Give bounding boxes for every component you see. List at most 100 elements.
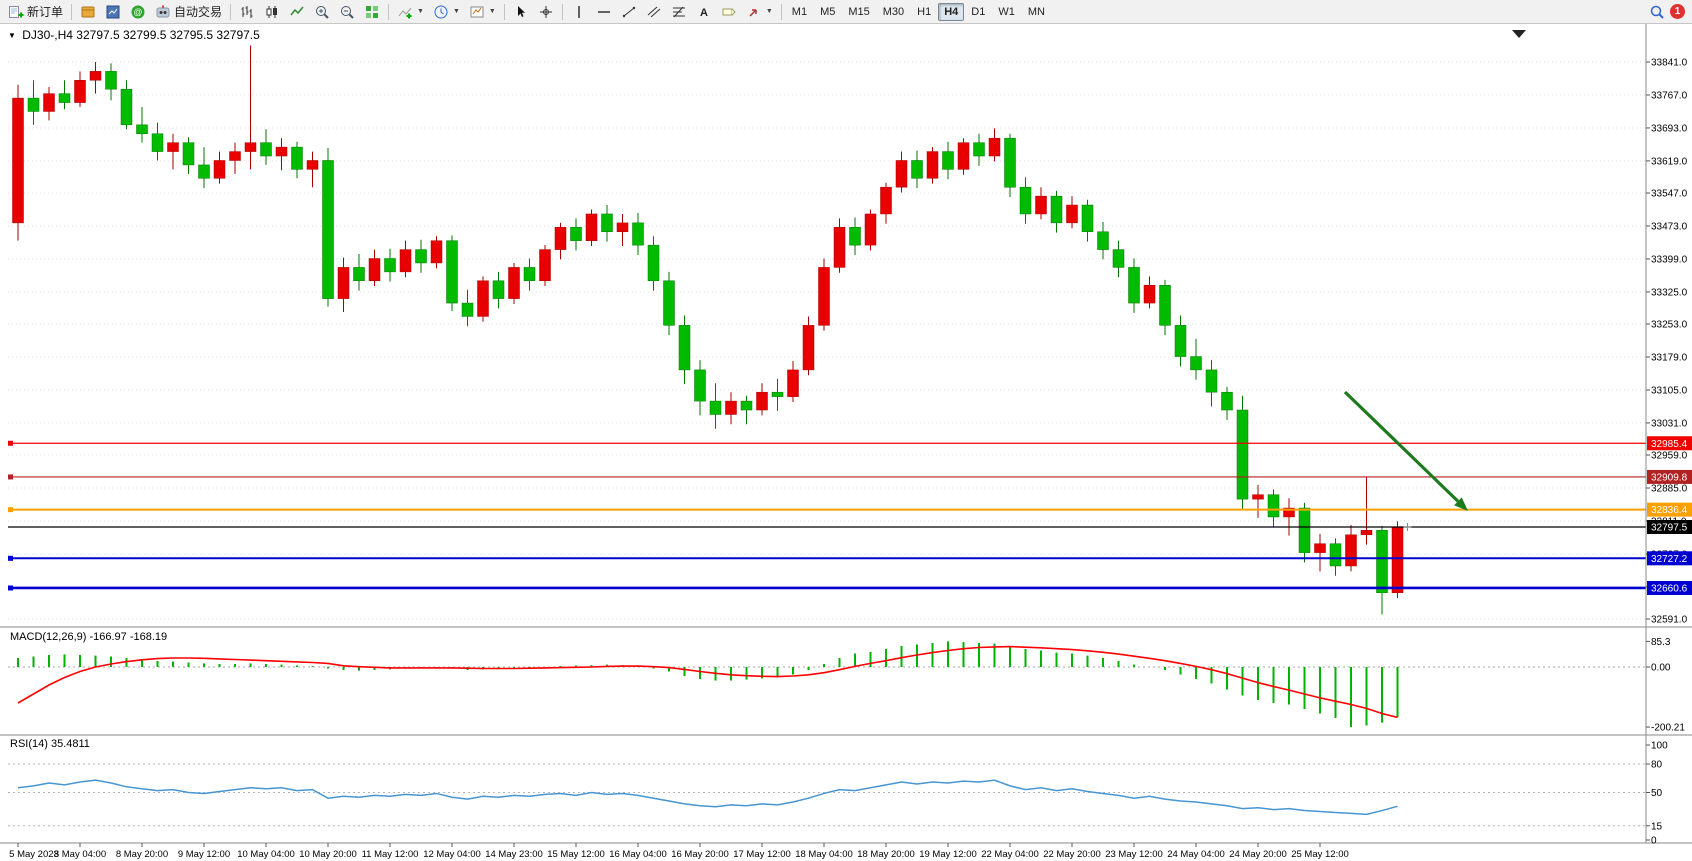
symbol-period-label: DJ30-,H4	[22, 28, 73, 42]
tf-h1-button[interactable]: H1	[911, 3, 937, 21]
svg-text:33399.0: 33399.0	[1651, 254, 1688, 265]
market-watch-button[interactable]	[101, 2, 125, 22]
svg-text:32797.5: 32797.5	[1651, 522, 1688, 533]
svg-text:15: 15	[1651, 821, 1663, 832]
vertical-line-button[interactable]	[567, 2, 591, 22]
crosshair-icon	[539, 5, 552, 18]
tf-m30-button[interactable]: M30	[877, 3, 910, 21]
trend-arrow-head	[1454, 497, 1468, 511]
price-tag	[1647, 469, 1692, 484]
svg-text:33841.0: 33841.0	[1651, 58, 1688, 69]
rsi-pane	[8, 763, 1646, 827]
profile-button[interactable]	[76, 2, 100, 22]
toolbar-separator	[71, 3, 73, 20]
svg-text:25 May 12:00: 25 May 12:00	[1291, 849, 1349, 860]
svg-text:85.3: 85.3	[1651, 637, 1671, 648]
tf-m15-button[interactable]: M15	[842, 3, 875, 21]
tf-mn-button[interactable]: MN	[1022, 3, 1051, 21]
new-order-icon	[9, 5, 24, 18]
svg-text:@: @	[133, 7, 142, 17]
new-order-button[interactable]: 新订单	[4, 2, 67, 22]
horizontal-line-button[interactable]	[592, 2, 616, 22]
chart-bars-button[interactable]	[235, 2, 259, 22]
svg-text:12 May 04:00: 12 May 04:00	[423, 849, 481, 860]
trendline-icon	[622, 6, 636, 17]
svg-text:A: A	[700, 7, 708, 19]
hline-handle	[8, 440, 13, 446]
svg-text:33105.0: 33105.0	[1651, 385, 1688, 396]
indicators-button[interactable]: ▼	[393, 2, 428, 22]
chart-canvas[interactable]: 33841.0 33767.0 33693.0 33619.0 33547.0 33473…	[0, 24, 1692, 861]
one-click-trading-icon[interactable]: ▼	[8, 31, 16, 40]
svg-text:32909.8: 32909.8	[1651, 472, 1688, 483]
search-button[interactable]	[1645, 2, 1669, 22]
community-icon: @	[131, 5, 145, 18]
auto-trading-button[interactable]: 自动交易	[151, 2, 226, 22]
tf-h4-button[interactable]: H4	[938, 2, 965, 21]
svg-text:5 May 2023: 5 May 2023	[9, 849, 59, 860]
rsi-name: RSI(14)	[10, 738, 48, 750]
chart-shift-marker	[1512, 30, 1526, 38]
chart-line-button[interactable]	[285, 2, 309, 22]
tf-w1-button[interactable]: W1	[992, 3, 1021, 21]
chevron-down-icon: ▼	[417, 8, 424, 15]
notification-badge[interactable]: 1	[1670, 4, 1685, 19]
svg-text:32885.0: 32885.0	[1651, 483, 1688, 494]
toolbar-separator	[388, 3, 390, 20]
toolbar-separator	[561, 3, 563, 20]
tf-d1-button[interactable]: D1	[965, 3, 991, 21]
tf-m1-button[interactable]: M1	[786, 3, 813, 21]
ohlc-values: 32797.5 32799.5 32795.5 32797.5	[76, 28, 260, 42]
svg-text:9 May 12:00: 9 May 12:00	[178, 849, 230, 860]
svg-text:33547.0: 33547.0	[1651, 189, 1688, 200]
trendline-button[interactable]	[617, 2, 641, 22]
macd-pane	[8, 641, 1646, 728]
svg-text:33253.0: 33253.0	[1651, 320, 1688, 331]
annotations[interactable]	[1343, 30, 1526, 531]
templates-button[interactable]: ▼	[465, 2, 500, 22]
macd-name: MACD(12,26,9)	[10, 631, 87, 643]
auto-trading-label: 自动交易	[174, 5, 223, 19]
svg-text:32591.0: 32591.0	[1651, 615, 1688, 626]
auto-trading-icon	[156, 5, 170, 17]
level-lines[interactable]	[8, 440, 1646, 591]
svg-text:18 May 20:00: 18 May 20:00	[857, 849, 915, 860]
cursor-button[interactable]	[509, 2, 533, 22]
new-order-label: 新订单	[27, 5, 64, 19]
text-tool-button[interactable]: A	[692, 2, 716, 22]
hline-handle	[8, 585, 13, 591]
svg-text:24 May 20:00: 24 May 20:00	[1229, 849, 1287, 860]
candlestick-chart-icon	[266, 5, 278, 18]
clock-icon	[434, 5, 448, 18]
svg-text:18 May 04:00: 18 May 04:00	[795, 849, 853, 860]
price-axis[interactable]: 33841.0 33767.0 33693.0 33619.0 33547.0 33473…	[1646, 58, 1692, 847]
macd-signal-line	[17, 645, 1398, 719]
tile-windows-button[interactable]	[360, 2, 384, 22]
zoom-in-button[interactable]	[310, 2, 334, 22]
tf-m5-button[interactable]: M5	[814, 3, 841, 21]
periods-button[interactable]: ▼	[429, 2, 464, 22]
label-tool-button[interactable]	[717, 2, 741, 22]
svg-text:32727.2: 32727.2	[1651, 554, 1688, 565]
svg-text:0: 0	[1651, 836, 1657, 847]
svg-text:10 May 20:00: 10 May 20:00	[299, 849, 357, 860]
fibonacci-button[interactable]	[667, 2, 691, 22]
chevron-down-icon: ▼	[765, 8, 773, 15]
chevron-down-icon: ▼	[452, 8, 460, 15]
arrows-tool-button[interactable]: ▼	[742, 2, 777, 22]
chart-candles-button[interactable]	[260, 2, 284, 22]
chart-window: 33841.0 33767.0 33693.0 33619.0 33547.0 33473…	[0, 24, 1692, 861]
channel-icon	[647, 6, 661, 17]
price-tag	[1647, 580, 1692, 595]
rsi-line	[17, 779, 1398, 816]
toolbar-separator	[230, 3, 232, 20]
crosshair-button[interactable]	[534, 2, 558, 22]
channel-button[interactable]	[642, 2, 666, 22]
vertical-line-icon	[578, 5, 580, 18]
svg-text:33325.0: 33325.0	[1651, 287, 1688, 298]
svg-text:15 May 12:00: 15 May 12:00	[547, 849, 605, 860]
zoom-out-button[interactable]	[335, 2, 359, 22]
community-button[interactable]: @	[126, 2, 150, 22]
price-tag	[1647, 519, 1692, 534]
